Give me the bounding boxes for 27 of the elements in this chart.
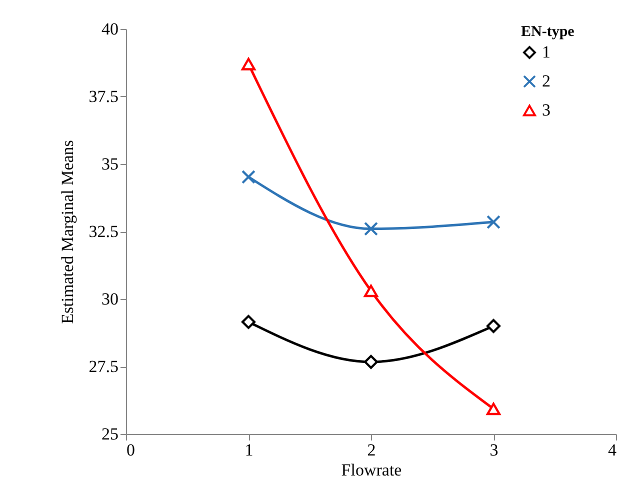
point (486, 318, 501, 334)
y-tick-label: 25 (102, 424, 118, 444)
point (364, 354, 378, 369)
point (364, 284, 378, 298)
y-tick-label: 37.5 (88, 87, 118, 106)
x-tick-label: 0 (126, 440, 135, 460)
point (241, 58, 256, 70)
legend-label: 1 (542, 42, 550, 62)
point (486, 215, 501, 230)
y-tick-label: 27.5 (88, 357, 118, 376)
y-tick-label: 40 (102, 20, 118, 38)
point (241, 170, 256, 184)
y-tick-label: 32.5 (88, 222, 118, 241)
y-tick-label: 30 (102, 290, 118, 308)
point (486, 402, 501, 416)
legend-title: EN-type (521, 24, 575, 40)
y-tick-label: 35 (102, 154, 118, 174)
x-tick-label: 2 (367, 440, 376, 460)
x-tick-label: 1 (244, 440, 254, 460)
point (241, 314, 256, 329)
point (364, 222, 378, 236)
legend-label: 2 (542, 72, 550, 90)
legend-label: 3 (542, 100, 550, 120)
x-axis-title: Flowrate (341, 460, 402, 480)
x-tick-label: 3 (490, 440, 498, 460)
y-axis-title: Estimated Marginal Means (58, 140, 77, 324)
x-tick-label: 4 (608, 440, 617, 460)
